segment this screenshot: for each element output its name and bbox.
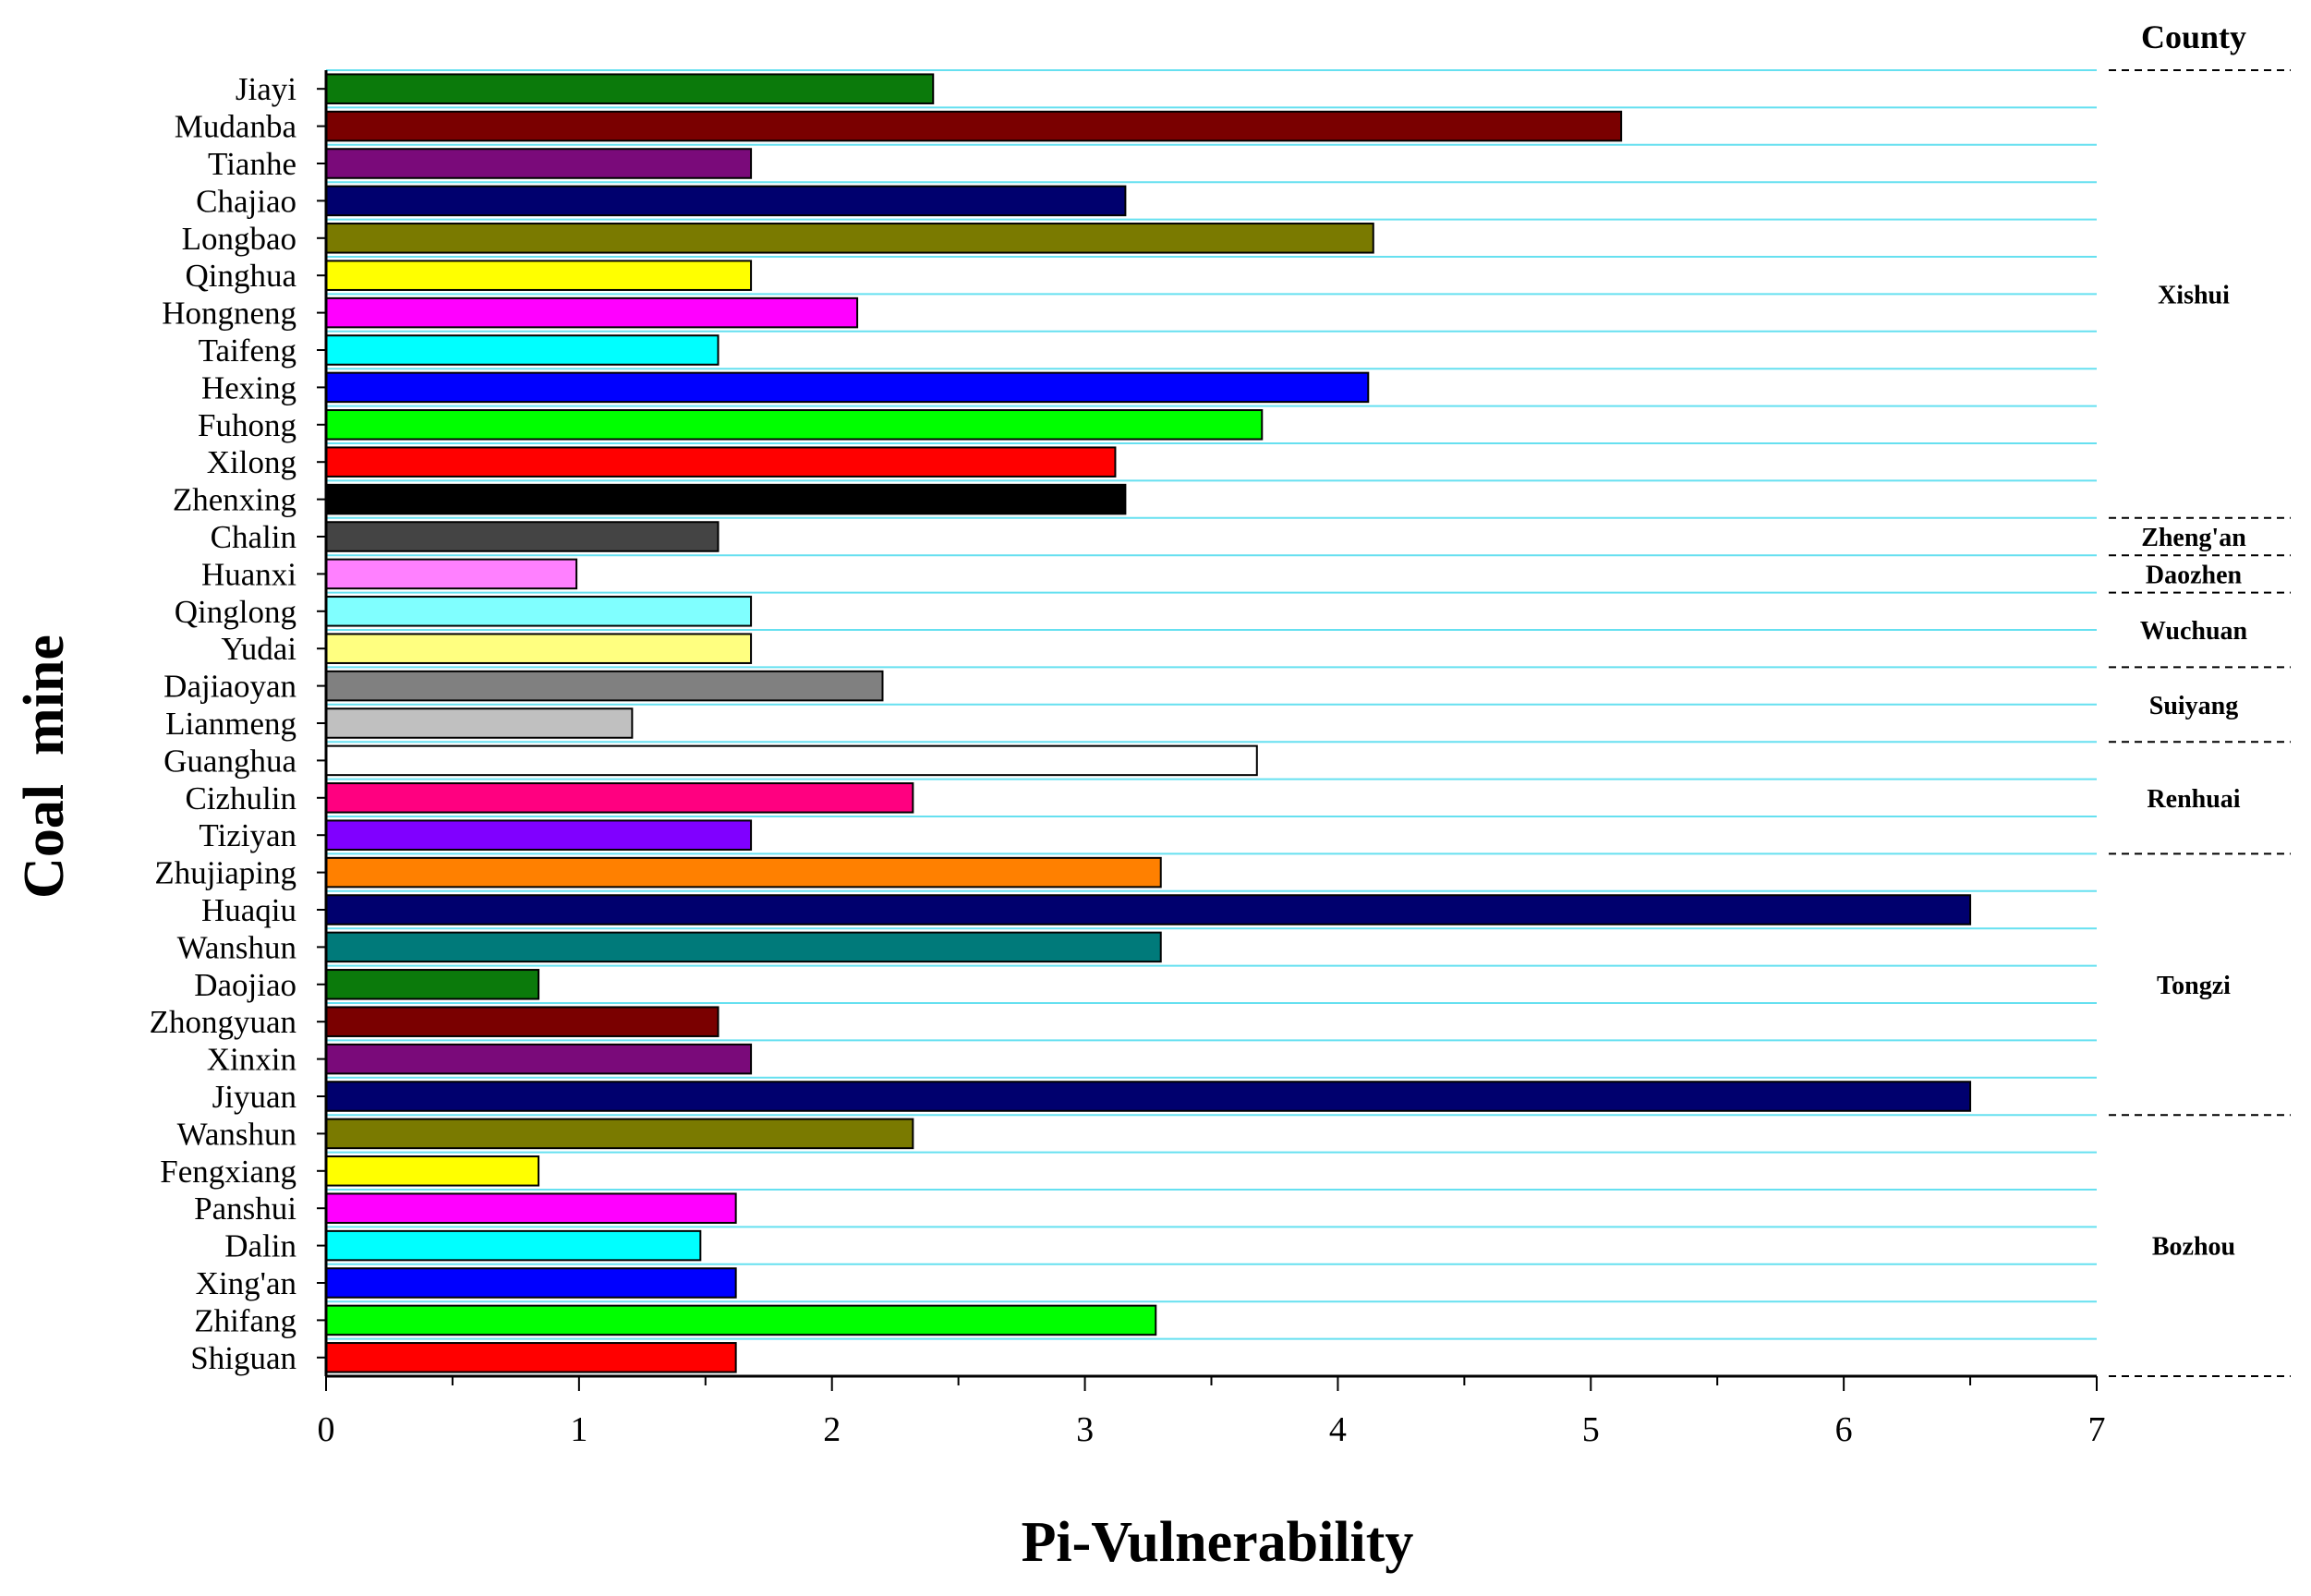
x-tick-label: 6 <box>1835 1410 1853 1449</box>
mine-label: Tianhe <box>208 146 296 182</box>
bar-dajiaoyan <box>325 670 884 702</box>
mine-label: Mudanba <box>175 109 297 145</box>
mine-label: Dajiaoyan <box>163 669 296 705</box>
mine-label: Zhenxing <box>173 482 296 518</box>
bar-zhifang <box>325 1304 1157 1336</box>
x-tick-label: 3 <box>1076 1410 1094 1449</box>
mine-label: Jiyuan <box>212 1079 296 1115</box>
bar-xinxin <box>325 1043 753 1075</box>
mine-label: Zhujiaping <box>154 855 296 891</box>
mine-label: Hexing <box>201 369 296 405</box>
x-tick-label: 5 <box>1582 1410 1600 1449</box>
mine-label: Guanghua <box>163 743 296 779</box>
bar-longbao <box>325 223 1374 254</box>
bar-taifeng <box>325 334 720 366</box>
bar-cizhulin <box>325 782 914 814</box>
mine-label: Wanshun <box>177 1116 296 1152</box>
mine-label: Jiayi <box>236 71 296 107</box>
county-label: Daozhen <box>2146 561 2243 589</box>
mine-label: Hongneng <box>162 296 296 332</box>
x-tick-label: 2 <box>823 1410 841 1449</box>
county-label: Tongzi <box>2157 972 2231 1000</box>
mine-label: Tiziyan <box>199 817 296 853</box>
county-label: Bozhou <box>2152 1233 2235 1262</box>
bar-zhujiaping <box>325 856 1162 889</box>
mine-label: Qinglong <box>175 594 296 630</box>
county-label: Wuchuan <box>2140 617 2248 646</box>
bar-fuhong <box>325 409 1264 441</box>
mine-label: Xing'an <box>196 1265 296 1301</box>
county-annotations: Xishui Zheng'an Daozhen Wuchuan Suiyang Renhu… <box>2109 69 2291 1377</box>
bar-zhongyuan <box>325 1006 720 1037</box>
mine-label: Yudai <box>221 631 296 667</box>
bar-hexing <box>325 371 1370 404</box>
bar-jiyuan <box>325 1081 1972 1112</box>
mine-label: Shiguan <box>190 1340 296 1376</box>
mine-label: Fuhong <box>198 407 296 443</box>
bar-zhenxing <box>325 483 1127 515</box>
mine-label: Chajiao <box>196 183 296 219</box>
bar-qinghua <box>325 260 753 291</box>
mine-label: Zhifang <box>194 1302 296 1338</box>
mine-label: Huaqiu <box>201 892 296 928</box>
mine-label: Daojiao <box>194 967 296 1003</box>
county-label: Renhuai <box>2147 785 2240 814</box>
mine-label: Zhongyuan <box>150 1004 296 1040</box>
bar-wanshun <box>325 1118 914 1150</box>
bar-yudai <box>325 633 753 664</box>
bar-lianmeng <box>325 707 634 739</box>
mine-label: Huanxi <box>201 556 296 592</box>
bar-guanghua <box>325 744 1258 777</box>
mine-label: Dalin <box>224 1228 296 1264</box>
bar-fengxiang <box>325 1155 540 1187</box>
bars <box>325 73 1972 1373</box>
mine-label: Taifeng <box>199 332 296 369</box>
mine-label: Xilong <box>207 444 296 480</box>
bar-mudanba <box>325 110 1623 142</box>
grid-lines <box>326 69 2097 1377</box>
mine-label: Fengxiang <box>160 1154 296 1190</box>
bar-huanxi <box>325 558 578 590</box>
county-header: County <box>2141 18 2246 55</box>
county-label: Zheng'an <box>2141 524 2246 552</box>
x-axis: 0 1 2 3 4 5 6 7 <box>317 70 2106 1449</box>
x-tick-label: 4 <box>1329 1410 1347 1449</box>
bar-dalin <box>325 1229 702 1262</box>
mine-label: Qinghua <box>185 258 296 294</box>
bar-chalin <box>325 521 720 552</box>
bar-xing-an <box>325 1267 737 1299</box>
mine-label: Cizhulin <box>185 780 296 816</box>
bar-wanshun <box>325 931 1162 963</box>
mine-label: Wanshun <box>177 929 296 965</box>
bar-shiguan <box>325 1342 737 1373</box>
bar-tiziyan <box>325 819 753 851</box>
mine-label: Xinxin <box>207 1042 296 1078</box>
county-label: Xishui <box>2158 281 2230 309</box>
mine-label: Longbao <box>182 221 296 257</box>
x-tick-label: 7 <box>2088 1410 2106 1449</box>
bar-tianhe <box>325 148 753 179</box>
bar-qinglong <box>325 596 753 627</box>
x-axis-title: Pi-Vulnerability <box>1022 1511 1414 1574</box>
bar-panshui <box>325 1192 737 1224</box>
mine-labels: JiayiMudanbaTianheChajiaoLongbaoQinghuaH… <box>150 71 297 1376</box>
bar-daojiao <box>325 969 540 1000</box>
y-axis-title: Coal mine <box>13 635 76 899</box>
bar-huaqiu <box>325 894 1972 925</box>
x-tick-label: 1 <box>570 1410 587 1449</box>
bar-hongneng <box>325 296 859 329</box>
bar-xilong <box>325 446 1117 478</box>
x-tick-label: 0 <box>318 1410 335 1449</box>
county-label: Suiyang <box>2149 692 2239 720</box>
bar-jiayi <box>325 73 935 104</box>
bar-chajiao <box>325 185 1127 217</box>
mine-label: Lianmeng <box>165 706 296 742</box>
mine-label: Chalin <box>211 519 296 555</box>
mine-label: Panshui <box>194 1191 296 1227</box>
